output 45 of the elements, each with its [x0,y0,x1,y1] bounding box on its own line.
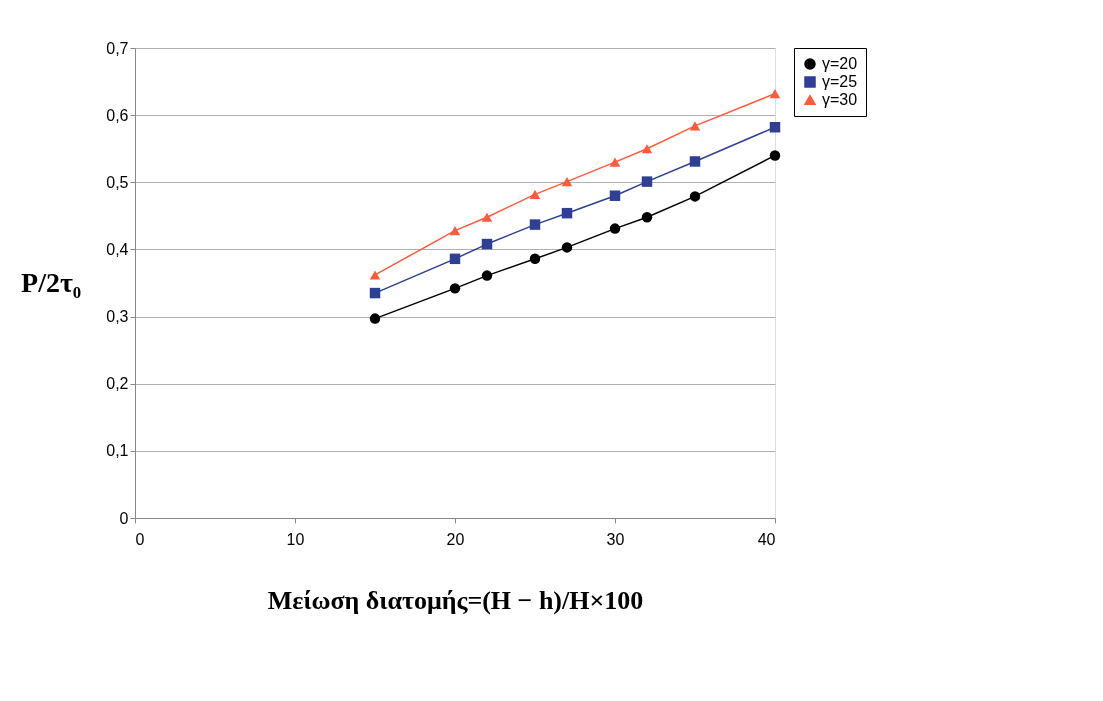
point [369,270,381,280]
point [529,219,541,230]
point [449,253,461,265]
point [609,190,621,201]
point [369,313,381,324]
y-tick-label: 0,1 [106,442,129,460]
y-tick-label: 0,2 [106,375,129,393]
point [449,226,461,236]
x-tick-label: 20 [446,530,465,548]
point [689,191,701,202]
y-tick-label: 0,7 [106,39,129,57]
legend-label: γ=25 [822,73,858,90]
point [561,207,573,219]
point [769,121,781,133]
y-tick-label: 0,4 [106,240,129,258]
point [561,242,573,253]
x-tick-label: 40 [757,530,776,548]
point [561,177,573,187]
point [609,157,621,167]
point [641,144,653,154]
x-tick-label: 30 [606,530,625,548]
point [641,176,653,187]
point [481,270,493,281]
y-tick-label: 0,3 [106,308,129,326]
point [529,253,541,265]
point [689,156,701,167]
point [529,189,541,199]
legend-label: γ=30 [822,91,858,108]
point [769,150,781,161]
point [609,223,621,234]
point [449,283,461,294]
y-axis-title: P/2τ₀ [21,266,82,298]
x-tick-label: 10 [286,530,305,548]
point [481,238,493,250]
y-tick-label: 0,6 [106,106,129,124]
x-tick-label: 0 [135,530,145,548]
point [769,89,781,99]
x-axis-title: Μείωση διατομής=(H − h)/H×100 [267,585,644,615]
point [689,121,701,131]
point [481,212,493,222]
point [369,287,381,299]
y-tick-label: 0 [119,509,129,527]
point [641,211,653,223]
legend-label: γ=20 [822,55,858,72]
y-tick-label: 0,5 [106,173,129,191]
